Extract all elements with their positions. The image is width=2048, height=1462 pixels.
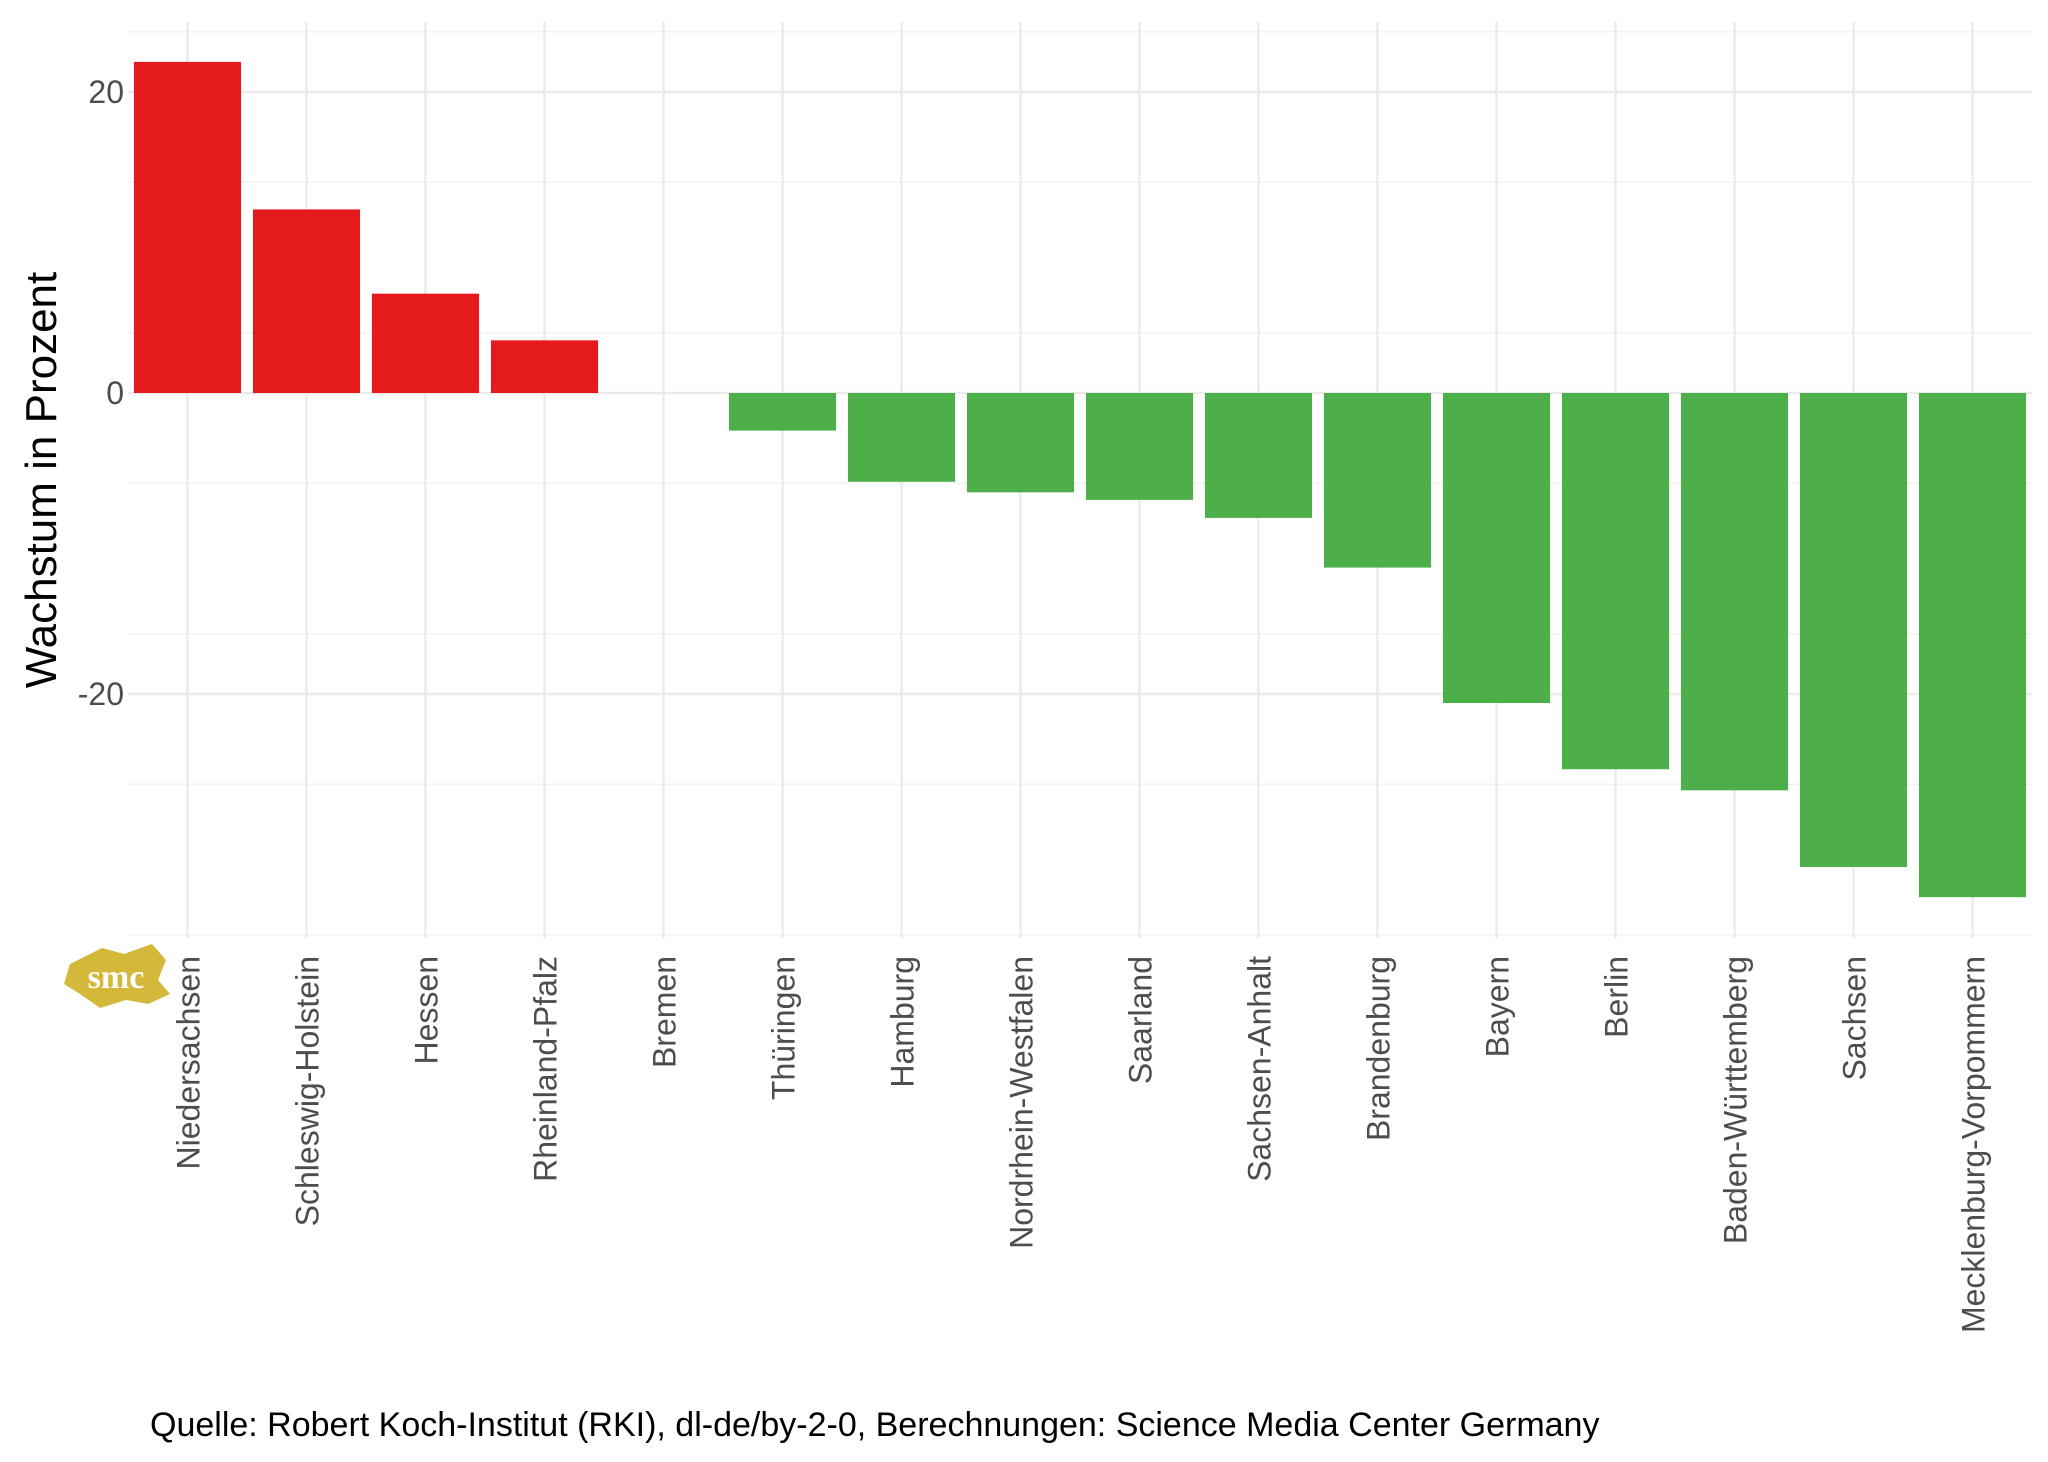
y-tick-label: 0 <box>106 375 124 411</box>
x-tick-label: Brandenburg <box>1361 956 1397 1141</box>
bar <box>1918 393 2027 898</box>
bar <box>1085 393 1194 500</box>
x-axis-ticks: Niedersachsen Schleswig-Holstein Hessen Rhe… <box>171 956 1992 1333</box>
x-tick-label: Thüringen <box>766 956 802 1100</box>
bar <box>1204 393 1313 518</box>
x-tick-label: Hessen <box>409 956 445 1065</box>
x-tick-label: Baden-Württemberg <box>1718 956 1754 1244</box>
y-axis-ticks: -20 0 20 <box>78 74 124 712</box>
x-tick-label: Mecklenburg-Vorpommern <box>1956 956 1992 1333</box>
bar <box>1323 393 1432 568</box>
bar <box>728 393 837 431</box>
y-tick-label: -20 <box>78 676 124 712</box>
x-tick-label: Sachsen <box>1837 956 1873 1081</box>
x-tick-label: Hamburg <box>885 956 921 1088</box>
bar <box>252 209 361 393</box>
x-tick-label: Niedersachsen <box>171 956 207 1169</box>
bar <box>1442 393 1551 704</box>
smc-logo: smc <box>64 944 170 1008</box>
bar <box>490 340 599 393</box>
x-tick-label: Nordrhein-Westfalen <box>1004 956 1040 1249</box>
bar <box>1561 393 1670 770</box>
bar <box>371 293 480 393</box>
bar <box>966 393 1075 493</box>
bar <box>1680 393 1789 791</box>
x-tick-label: Bayern <box>1480 956 1516 1057</box>
x-tick-label: Rheinland-Pfalz <box>528 956 564 1182</box>
x-tick-label: Berlin <box>1599 956 1635 1038</box>
x-tick-label: Saarland <box>1123 956 1159 1084</box>
smc-logo-icon <box>64 944 170 1008</box>
bar <box>847 393 956 482</box>
bar <box>1799 393 1908 868</box>
y-axis-title: Wachstum in Prozent <box>17 272 66 689</box>
x-tick-label: Sachsen-Anhalt <box>1242 956 1278 1182</box>
logo-text: smc <box>88 959 145 996</box>
bars <box>133 61 2027 898</box>
source-caption: Quelle: Robert Koch-Institut (RKI), dl-d… <box>150 1406 1600 1444</box>
bar <box>133 61 242 394</box>
x-tick-label: Bremen <box>647 956 683 1068</box>
x-tick-label: Schleswig-Holstein <box>290 956 326 1226</box>
y-tick-label: 20 <box>88 74 124 110</box>
